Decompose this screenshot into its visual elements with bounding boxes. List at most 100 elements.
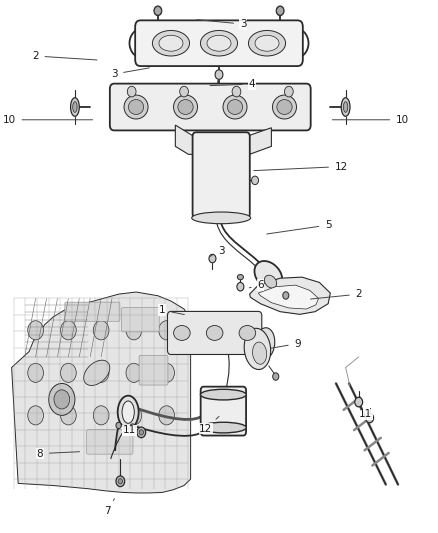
Circle shape — [277, 6, 284, 15]
Ellipse shape — [265, 275, 277, 288]
Ellipse shape — [253, 342, 267, 364]
Text: 2: 2 — [32, 51, 97, 61]
Ellipse shape — [215, 70, 223, 79]
Circle shape — [273, 373, 279, 380]
Circle shape — [28, 364, 43, 382]
Circle shape — [28, 321, 43, 340]
FancyBboxPatch shape — [139, 356, 168, 385]
Ellipse shape — [128, 100, 144, 115]
Circle shape — [159, 406, 174, 425]
FancyBboxPatch shape — [135, 20, 303, 66]
Ellipse shape — [192, 212, 251, 224]
Circle shape — [127, 86, 136, 97]
FancyBboxPatch shape — [122, 308, 159, 332]
Text: 5: 5 — [267, 220, 332, 234]
FancyBboxPatch shape — [193, 132, 250, 218]
Ellipse shape — [277, 100, 292, 115]
Ellipse shape — [84, 360, 110, 385]
Circle shape — [54, 390, 70, 409]
Circle shape — [126, 321, 142, 340]
Circle shape — [159, 364, 174, 382]
Circle shape — [116, 422, 121, 429]
Circle shape — [93, 364, 109, 382]
Circle shape — [232, 86, 241, 97]
Text: 10: 10 — [3, 115, 92, 125]
Text: 4: 4 — [210, 79, 255, 89]
Ellipse shape — [244, 328, 271, 369]
Ellipse shape — [223, 95, 247, 119]
Text: 2: 2 — [311, 289, 362, 299]
Ellipse shape — [201, 422, 246, 433]
Text: 9: 9 — [271, 338, 301, 349]
Circle shape — [366, 413, 374, 423]
Circle shape — [237, 282, 244, 291]
Circle shape — [126, 364, 142, 382]
Circle shape — [49, 383, 75, 415]
Ellipse shape — [255, 35, 279, 51]
Ellipse shape — [178, 100, 193, 115]
Polygon shape — [250, 277, 330, 314]
Text: 1: 1 — [159, 305, 184, 315]
Text: 3: 3 — [210, 246, 225, 256]
Text: 11: 11 — [123, 425, 138, 435]
Ellipse shape — [152, 30, 190, 56]
Ellipse shape — [201, 30, 237, 56]
Ellipse shape — [206, 326, 223, 341]
Text: 12: 12 — [199, 416, 219, 434]
Ellipse shape — [272, 95, 297, 119]
FancyBboxPatch shape — [167, 311, 262, 354]
Circle shape — [283, 292, 289, 299]
FancyBboxPatch shape — [65, 302, 120, 321]
Ellipse shape — [227, 100, 243, 115]
Ellipse shape — [118, 395, 139, 429]
Ellipse shape — [239, 326, 256, 341]
Ellipse shape — [341, 98, 350, 116]
Ellipse shape — [173, 95, 198, 119]
Ellipse shape — [276, 6, 284, 15]
Text: 10: 10 — [332, 115, 409, 125]
Ellipse shape — [173, 326, 190, 341]
Ellipse shape — [124, 95, 148, 119]
Text: 8: 8 — [37, 449, 79, 458]
Circle shape — [251, 176, 258, 184]
Circle shape — [93, 406, 109, 425]
Polygon shape — [12, 292, 191, 493]
Circle shape — [180, 86, 188, 97]
Text: 11: 11 — [359, 406, 372, 419]
Ellipse shape — [71, 98, 79, 116]
Text: 6: 6 — [249, 280, 264, 290]
Ellipse shape — [73, 102, 77, 112]
Text: 7: 7 — [104, 499, 114, 516]
FancyBboxPatch shape — [201, 386, 246, 435]
Circle shape — [130, 424, 135, 430]
Text: 3: 3 — [197, 19, 246, 29]
Circle shape — [137, 427, 146, 438]
Text: 12: 12 — [254, 161, 348, 172]
Ellipse shape — [254, 261, 282, 289]
Circle shape — [116, 476, 125, 487]
Circle shape — [60, 406, 76, 425]
Ellipse shape — [255, 328, 275, 359]
Circle shape — [159, 321, 174, 340]
Ellipse shape — [343, 102, 348, 112]
Ellipse shape — [122, 401, 134, 423]
Ellipse shape — [248, 30, 286, 56]
Circle shape — [126, 406, 142, 425]
Polygon shape — [175, 125, 272, 155]
Ellipse shape — [237, 274, 244, 280]
Ellipse shape — [207, 35, 231, 51]
Circle shape — [28, 406, 43, 425]
Polygon shape — [258, 285, 318, 309]
Circle shape — [139, 430, 144, 435]
Circle shape — [285, 86, 293, 97]
Circle shape — [118, 479, 123, 484]
Ellipse shape — [159, 35, 183, 51]
Ellipse shape — [201, 389, 246, 400]
Circle shape — [209, 254, 216, 263]
Circle shape — [60, 321, 76, 340]
Ellipse shape — [154, 6, 162, 15]
FancyBboxPatch shape — [110, 84, 311, 131]
Circle shape — [355, 397, 363, 407]
Circle shape — [93, 321, 109, 340]
FancyBboxPatch shape — [87, 430, 133, 454]
